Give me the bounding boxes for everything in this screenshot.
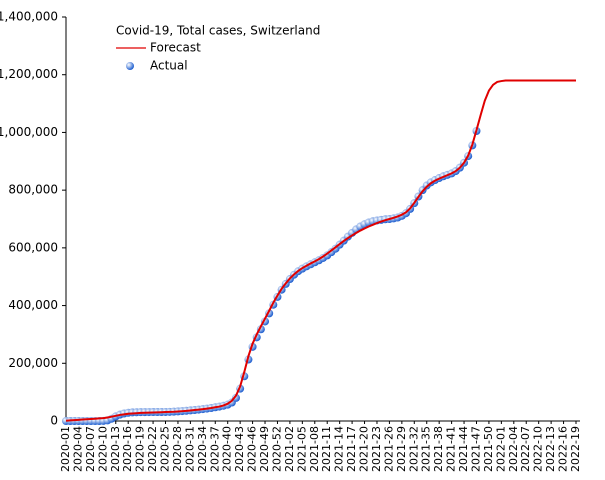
x-tick-label: 2020-10: [96, 426, 109, 472]
x-tick-label: 2020-04: [71, 426, 84, 472]
x-tick-label: 2020-19: [134, 426, 147, 472]
x-tick-label: 2020-46: [246, 426, 259, 472]
x-tick-label: 2022-13: [544, 426, 557, 472]
x-tick-label: 2021-47: [469, 426, 482, 472]
x-tick-label: 2021-44: [457, 426, 470, 472]
y-tick-label: 1,000,000: [0, 125, 58, 139]
x-tick-label: 2021-26: [382, 426, 395, 472]
x-tick-label: 2021-23: [370, 426, 383, 472]
x-tick-label: 2021-41: [445, 426, 458, 472]
x-tick-label: 2021-08: [308, 426, 321, 472]
actual-point: [232, 393, 240, 402]
x-tick-label: 2020-37: [208, 426, 221, 472]
legend-label: Actual: [150, 59, 188, 73]
x-tick-label: 2020-13: [109, 426, 122, 472]
x-tick-label: 2021-50: [482, 426, 495, 472]
x-tick-label: 2022-07: [519, 426, 532, 472]
x-tick-label: 2021-32: [407, 426, 420, 472]
x-tick-label: 2022-04: [507, 426, 520, 472]
x-tick-label: 2020-16: [121, 426, 134, 472]
x-tick-label: 2020-07: [84, 426, 97, 472]
x-tick-label: 2020-40: [221, 426, 234, 472]
x-tick-label: 2021-17: [345, 426, 358, 472]
x-tick-label: 2022-01: [494, 426, 507, 472]
x-tick-label: 2022-10: [532, 426, 545, 472]
x-tick-label: 2020-52: [270, 426, 283, 472]
x-tick-label: 2020-25: [159, 426, 172, 472]
x-tick-label: 2021-11: [320, 426, 333, 472]
y-tick-label: 400,000: [8, 298, 58, 312]
y-tick-label: 600,000: [8, 240, 58, 254]
x-tick-label: 2021-14: [333, 426, 346, 472]
x-tick-label: 2020-43: [233, 426, 246, 472]
x-tick-label: 2021-02: [283, 426, 296, 472]
x-tick-label: 2021-38: [432, 426, 445, 472]
legend-label: Forecast: [150, 41, 201, 55]
x-tick-label: 2021-20: [358, 426, 371, 472]
legend-marker: [126, 62, 134, 70]
x-tick-label: 2020-34: [196, 426, 209, 472]
x-tick-label: 2021-05: [295, 426, 308, 472]
x-tick-label: 2020-49: [258, 426, 271, 472]
x-tick-label: 2022-16: [557, 426, 570, 472]
x-tick-label: 2020-22: [146, 426, 159, 472]
legend-title: Covid-19, Total cases, Switzerland: [116, 24, 320, 38]
x-tick-label: 2021-35: [420, 426, 433, 472]
x-tick-label: 2020-28: [171, 426, 184, 472]
y-tick-label: 1,200,000: [0, 67, 58, 81]
x-tick-label: 2020-01: [59, 426, 72, 472]
y-tick-label: 0: [50, 414, 58, 428]
x-tick-label: 2022-19: [569, 426, 582, 472]
x-tick-label: 2020-31: [183, 426, 196, 472]
x-tick-label: 2021-29: [395, 426, 408, 472]
y-tick-label: 200,000: [8, 356, 58, 370]
forecast-line: [65, 79, 576, 422]
y-tick-label: 1,400,000: [0, 10, 58, 24]
y-tick-label: 800,000: [8, 183, 58, 197]
